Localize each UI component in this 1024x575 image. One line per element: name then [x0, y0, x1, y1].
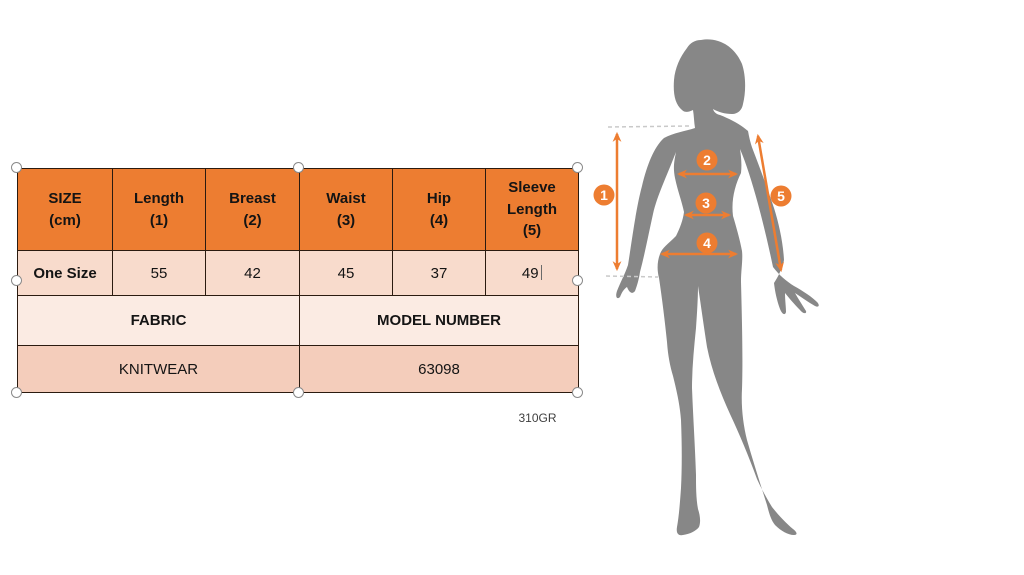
info-label-row: FABRIC MODEL NUMBER	[17, 295, 579, 346]
cell-hip-value[interactable]: 37	[392, 250, 486, 296]
selection-handle-se[interactable]	[572, 387, 583, 398]
sleeve-arrow	[754, 133, 785, 273]
header-cell-length[interactable]: Length (1)	[112, 168, 206, 251]
header-row: SIZE (cm) Length (1) Breast (2) Waist (3…	[17, 168, 579, 251]
table-row: One Size 55 42 45 37 49	[17, 250, 579, 296]
svg-text:2: 2	[703, 152, 711, 168]
svg-text:4: 4	[703, 235, 711, 251]
cell-waist-value[interactable]: 45	[299, 250, 393, 296]
cell-sleeve-value[interactable]: 49	[485, 250, 579, 296]
cell-fabric-value[interactable]: KNITWEAR	[17, 345, 300, 393]
measurement-figure: 1 2 3 4 5	[593, 39, 819, 536]
cell-model-value[interactable]: 63098	[299, 345, 579, 393]
female-silhouette	[616, 39, 819, 536]
text-caret	[540, 264, 543, 280]
svg-text:1: 1	[600, 187, 608, 203]
svg-text:5: 5	[777, 188, 785, 204]
measure-badge-1: 1	[593, 184, 615, 206]
cell-length-value[interactable]: 55	[112, 250, 206, 296]
cell-size-value[interactable]: One Size	[17, 250, 113, 296]
size-chart: SIZE (cm) Length (1) Breast (2) Waist (3…	[17, 168, 579, 393]
header-cell-size[interactable]: SIZE (cm)	[17, 168, 113, 251]
selection-handle-nw[interactable]	[11, 162, 22, 173]
measure-badge-4: 4	[696, 232, 718, 254]
measure-badge-3: 3	[695, 192, 717, 214]
header-cell-sleeve[interactable]: Sleeve Length (5)	[485, 168, 579, 251]
info-value-row: KNITWEAR 63098	[17, 345, 579, 393]
header-cell-waist[interactable]: Waist (3)	[299, 168, 393, 251]
selection-handle-e[interactable]	[572, 275, 583, 286]
header-cell-hip[interactable]: Hip (4)	[392, 168, 486, 251]
header-cell-breast[interactable]: Breast (2)	[205, 168, 300, 251]
selection-handle-s[interactable]	[293, 387, 304, 398]
measure-badge-2: 2	[696, 149, 718, 171]
selection-handle-ne[interactable]	[572, 162, 583, 173]
cell-breast-value[interactable]: 42	[205, 250, 300, 296]
guide-dash-bottom	[605, 275, 659, 278]
selection-handle-n[interactable]	[293, 162, 304, 173]
selection-handle-sw[interactable]	[11, 387, 22, 398]
weight-note[interactable]: 310GR	[518, 411, 557, 425]
svg-text:3: 3	[702, 195, 710, 211]
cell-fabric-label[interactable]: FABRIC	[17, 295, 300, 346]
measure-badge-5: 5	[770, 185, 792, 207]
size-chart-table[interactable]: SIZE (cm) Length (1) Breast (2) Waist (3…	[17, 168, 579, 393]
cell-model-label[interactable]: MODEL NUMBER	[299, 295, 579, 346]
guide-dash-top	[607, 125, 691, 128]
sleeve-value-text: 49	[521, 264, 539, 282]
selection-handle-w[interactable]	[11, 275, 22, 286]
